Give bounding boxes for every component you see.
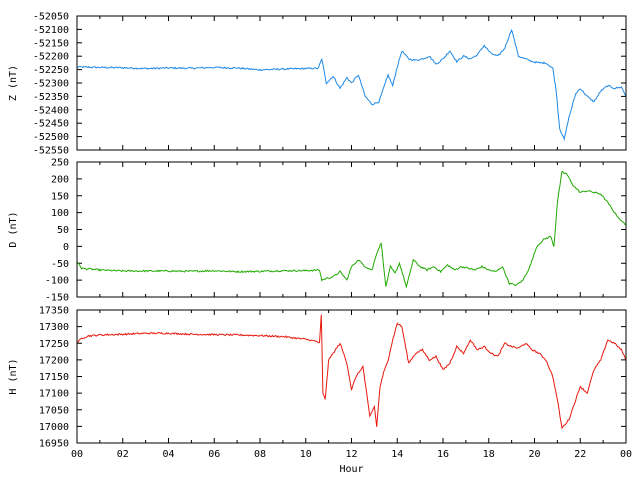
y-tick-label-2-4: 17150	[39, 372, 69, 383]
y-tick-label-2-6: 17250	[39, 339, 69, 350]
y-tick-label-0-1: -52500	[33, 132, 69, 143]
x-tick-label-11: 22	[574, 449, 586, 460]
series-line-1	[77, 170, 626, 289]
y-tick-label-2-1: 17000	[39, 422, 69, 433]
x-tick-label-10: 20	[528, 449, 540, 460]
y-tick-label-1-4: 50	[57, 225, 69, 236]
panel-2: 16950 17000 17050 17100 17150 17200 17250 17300…	[8, 306, 627, 450]
panel-frame-2	[76, 309, 627, 444]
y-tick-label-0-3: -52400	[33, 105, 69, 116]
y-axis-label-2: H (nT)	[8, 358, 19, 394]
y-tick-label-1-2: -50	[51, 259, 69, 270]
y-tick-label-2-5: 17200	[39, 355, 69, 366]
y-tick-label-0-4: -52350	[33, 92, 69, 103]
y-axis-label-0: Z (nT)	[8, 65, 19, 101]
x-tick-label-9: 18	[483, 449, 495, 460]
x-tick-label-0: 00	[71, 449, 83, 460]
panel-frame-0	[76, 15, 627, 151]
x-tick-label-6: 12	[345, 449, 357, 460]
y-tick-label-0-6: -52250	[33, 65, 69, 76]
panel-frame-1	[76, 161, 627, 298]
y-tick-label-1-3: 0	[63, 242, 69, 253]
x-tick-label-2: 04	[162, 449, 174, 460]
y-tick-label-2-2: 17050	[39, 405, 69, 416]
y-tick-label-1-7: 200	[51, 174, 69, 185]
y-tick-label-1-8: 250	[51, 158, 69, 169]
y-tick-label-1-5: 100	[51, 208, 69, 219]
series-line-2	[77, 314, 626, 430]
y-tick-label-0-7: -52200	[33, 52, 69, 63]
y-tick-label-2-0: 16950	[39, 439, 69, 450]
y-tick-label-0-9: -52100	[33, 25, 69, 36]
panel-1: -150 -100 -50 0 50 100 150 200 250 D (nT)	[8, 158, 627, 304]
y-tick-label-0-5: -52300	[33, 79, 69, 90]
y-tick-label-0-10: -52050	[33, 12, 69, 23]
x-tick-label-1: 02	[117, 449, 129, 460]
y-tick-label-1-0: -150	[45, 293, 69, 304]
y-tick-label-2-8: 17350	[39, 306, 69, 317]
x-tick-label-12: 00	[620, 449, 632, 460]
y-tick-label-2-7: 17300	[39, 322, 69, 333]
y-tick-label-0-0: -52550	[33, 146, 69, 157]
y-tick-label-2-3: 17100	[39, 389, 69, 400]
panel-0: -52550 -52500 -52450 -52400 -52350 -52300 -522…	[8, 12, 627, 157]
y-tick-label-0-2: -52450	[33, 119, 69, 130]
y-tick-label-0-8: -52150	[33, 38, 69, 49]
y-axis-label-1: D (nT)	[8, 211, 19, 247]
x-tick-label-7: 14	[391, 449, 403, 460]
y-tick-label-1-1: -100	[45, 276, 69, 287]
x-tick-label-3: 06	[208, 449, 220, 460]
x-tick-label-5: 10	[300, 449, 312, 460]
series-line-0	[77, 28, 626, 142]
x-tick-label-8: 16	[437, 449, 449, 460]
y-tick-label-1-6: 150	[51, 191, 69, 202]
x-tick-label-4: 08	[254, 449, 266, 460]
x-axis-label: Hour	[339, 464, 363, 475]
